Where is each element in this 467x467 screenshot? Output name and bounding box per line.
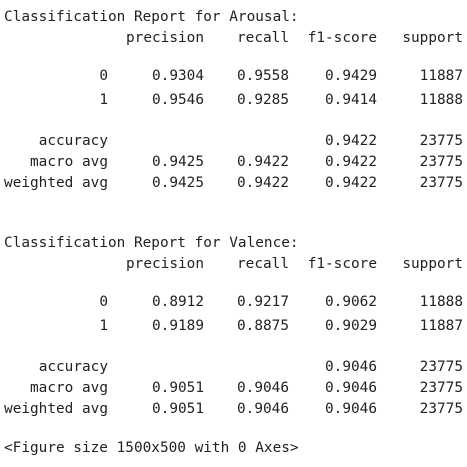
- cell: 23775: [419, 133, 463, 149]
- cell: 0.8912: [152, 294, 204, 310]
- cell: 0.9046: [325, 401, 377, 417]
- figure-output: <Figure size 1500x500 with 0 Axes>: [4, 440, 299, 456]
- row-label: weighted avg: [4, 401, 108, 417]
- cell: 0.9189: [152, 318, 204, 334]
- cell: 23775: [419, 401, 463, 417]
- cell: 0.9046: [237, 401, 289, 417]
- cell: 0.9425: [152, 154, 204, 170]
- cell: 0.9046: [325, 380, 377, 396]
- cell: 0.9029: [325, 318, 377, 334]
- cell: 0.9062: [325, 294, 377, 310]
- row-label: 1: [99, 318, 108, 334]
- cell: 0.9422: [237, 175, 289, 191]
- row-label: weighted avg: [4, 175, 108, 191]
- cell: 11887: [419, 318, 463, 334]
- cell: 0.9425: [152, 175, 204, 191]
- row-label: accuracy: [38, 359, 108, 375]
- row-label: 0: [99, 294, 108, 310]
- cell: 23775: [419, 359, 463, 375]
- cell: 11887: [419, 68, 463, 84]
- cell: 0.9285: [237, 92, 289, 108]
- column-header: f1-score: [307, 256, 377, 272]
- cell: 0.9558: [237, 68, 289, 84]
- cell: 0.9546: [152, 92, 204, 108]
- column-header: support: [402, 30, 463, 46]
- cell: 0.8875: [237, 318, 289, 334]
- cell: 0.9422: [325, 175, 377, 191]
- column-header: precision: [126, 30, 204, 46]
- column-header: precision: [126, 256, 204, 272]
- cell: 0.9217: [237, 294, 289, 310]
- cell: 0.9422: [325, 154, 377, 170]
- cell: 0.9422: [237, 154, 289, 170]
- cell: 23775: [419, 175, 463, 191]
- column-header: recall: [237, 30, 289, 46]
- cell: 23775: [419, 380, 463, 396]
- cell: 0.9414: [325, 92, 377, 108]
- cell: 11888: [419, 294, 463, 310]
- cell: 0.9051: [152, 380, 204, 396]
- cell: 0.9429: [325, 68, 377, 84]
- row-label: macro avg: [30, 380, 108, 396]
- column-header: support: [402, 256, 463, 272]
- row-label: macro avg: [30, 154, 108, 170]
- report-title: Classification Report for Arousal:: [4, 9, 299, 25]
- cell: 23775: [419, 154, 463, 170]
- row-label: 0: [99, 68, 108, 84]
- cell: 0.9046: [237, 380, 289, 396]
- column-header: f1-score: [307, 30, 377, 46]
- cell: 0.9304: [152, 68, 204, 84]
- cell: 0.9046: [325, 359, 377, 375]
- row-label: 1: [99, 92, 108, 108]
- cell: 0.9051: [152, 401, 204, 417]
- row-label: accuracy: [38, 133, 108, 149]
- report-title: Classification Report for Valence:: [4, 235, 299, 251]
- column-header: recall: [237, 256, 289, 272]
- cell: 0.9422: [325, 133, 377, 149]
- cell: 11888: [419, 92, 463, 108]
